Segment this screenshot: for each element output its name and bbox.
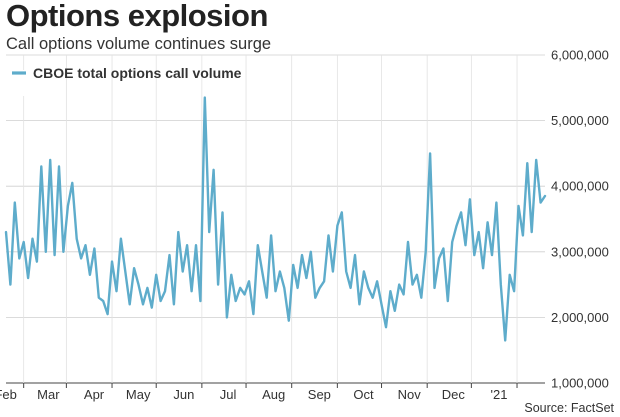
x-tick-label: Jul bbox=[220, 387, 237, 402]
x-tick-label: Dec bbox=[442, 387, 466, 402]
grid bbox=[6, 54, 545, 384]
legend-label: CBOE total options call volume bbox=[33, 65, 242, 81]
x-tick-label: Nov bbox=[398, 387, 422, 402]
x-tick-label: Aug bbox=[262, 387, 285, 402]
x-tick-label: '21 bbox=[491, 387, 508, 402]
x-tick-label: Feb bbox=[0, 387, 17, 402]
x-tick-label: May bbox=[126, 387, 151, 402]
y-tick-label: 5,000,000 bbox=[551, 113, 609, 128]
series-line-cboe-call-volume bbox=[4, 96, 547, 342]
x-tick-label: Mar bbox=[37, 387, 60, 402]
y-tick-label: 3,000,000 bbox=[551, 244, 609, 259]
x-tick-label: Jun bbox=[173, 387, 194, 402]
x-tick-label: Apr bbox=[84, 387, 105, 402]
y-tick-label: 4,000,000 bbox=[551, 179, 609, 194]
chart-subtitle: Call options volume continues surge bbox=[6, 35, 272, 53]
y-tick-label: 1,000,000 bbox=[551, 376, 609, 391]
y-tick-label: 2,000,000 bbox=[551, 310, 609, 325]
x-tick-label: Oct bbox=[353, 387, 374, 402]
source-note: Source: FactSet bbox=[524, 401, 614, 415]
chart-title: Options explosion bbox=[6, 0, 268, 33]
legend: CBOE total options call volume bbox=[10, 65, 242, 96]
x-axis: Feb Mar Apr May Jun Jul Aug Sep Oct Nov Dec '21 bbox=[0, 383, 518, 402]
y-axis-labels: 1,000,000 2,000,000 3,000,000 4,000,000 5,00… bbox=[551, 48, 609, 391]
x-tick-label: Sep bbox=[308, 387, 331, 402]
y-tick-label: 6,000,000 bbox=[551, 48, 609, 63]
